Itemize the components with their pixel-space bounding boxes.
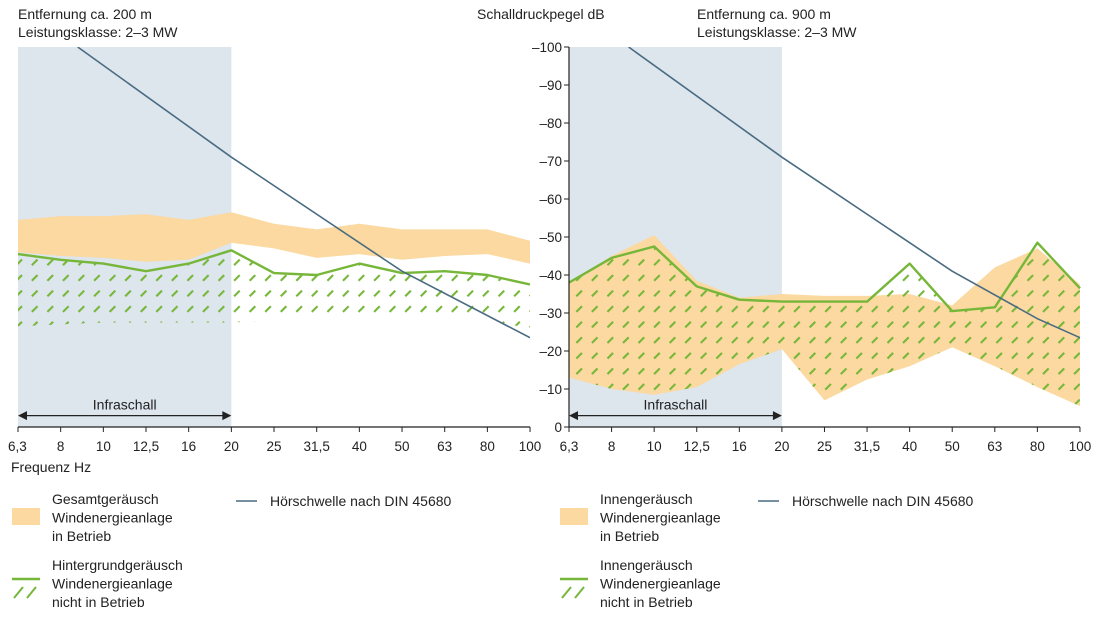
noise-band-area xyxy=(18,212,530,264)
right-distance-label: Entfernung ca. 900 m xyxy=(697,6,831,22)
left-chart-panel: Infraschall 6,3 8 10 12,5 16 20 25 31,5 40 50 63 80 1… xyxy=(8,47,541,454)
legend-text: Windenergieanlage xyxy=(600,510,721,526)
infrasound-arrow-right-head xyxy=(222,411,232,421)
x-tick-label: 16 xyxy=(181,439,196,454)
hearing-threshold-line xyxy=(77,47,530,339)
infrasound-label: Infraschall xyxy=(644,397,708,413)
legend-text: Hörschwelle nach DIN 45680 xyxy=(270,493,452,509)
y-tick-label: –70 xyxy=(539,154,562,169)
legend-swatch-hatch xyxy=(26,586,37,599)
legend-entry-line: Hörschwelle nach DIN 45680 xyxy=(236,493,452,509)
x-tick-label: 63 xyxy=(437,439,452,454)
x-tick-label: 12,5 xyxy=(133,439,159,454)
legend-text: in Betrieb xyxy=(52,528,111,544)
x-tick-label: 80 xyxy=(480,439,495,454)
legend-text: Windenergieanlage xyxy=(52,510,173,526)
x-tick-label: 25 xyxy=(817,439,832,454)
hatched-noise-area xyxy=(18,250,530,329)
right-power-class-label: Leistungsklasse: 2–3 MW xyxy=(697,24,857,40)
y-tick-label: –90 xyxy=(539,78,562,93)
y-tick-label: –30 xyxy=(539,306,562,321)
right-chart-panel: Infraschall 6,3 8 10 12,5 16 20 25 31,5 40 50 63 80 1… xyxy=(560,47,1092,454)
legend-swatch-hatch xyxy=(13,586,24,599)
legend-entry-band: Innengeräusch Windenergieanlage in Betrieb xyxy=(560,491,721,544)
x-tick-label: 31,5 xyxy=(854,439,880,454)
legend-swatch-band xyxy=(12,508,40,525)
x-tick-label: 63 xyxy=(987,439,1002,454)
legend-entry-line: Hörschwelle nach DIN 45680 xyxy=(758,493,974,509)
x-tick-label: 100 xyxy=(1069,439,1092,454)
left-distance-label: Entfernung ca. 200 m xyxy=(18,6,152,22)
infrasound-arrow-left-head xyxy=(569,411,578,421)
left-power-class-label: Leistungsklasse: 2–3 MW xyxy=(18,24,178,40)
infrasound-arrow-left-head xyxy=(18,411,27,421)
x-tick-label: 6,3 xyxy=(560,439,579,454)
y-tick-label: –80 xyxy=(539,116,562,131)
legend-entry-hatched: Hintergrundgeräusch Windenergieanlage nich… xyxy=(12,557,183,610)
x-tick-label: 25 xyxy=(267,439,282,454)
right-legend: Innengeräusch Windenergieanlage in Betrieb… xyxy=(560,491,974,610)
legend-text: Hintergrundgeräusch xyxy=(52,557,183,573)
left-legend: Gesamtgeräusch Windenergieanlage in Betrie… xyxy=(12,491,452,610)
x-tick-label: 50 xyxy=(395,439,410,454)
y-tick-label: –40 xyxy=(539,268,562,283)
plot-area xyxy=(569,47,1081,407)
legend-entry-hatched: Innengeräusch Windenergieanlage nicht in B… xyxy=(560,557,721,610)
x-tick-label: 20 xyxy=(224,439,239,454)
y-axis: 0 –10 –20 –30 –40 –50 –60 –70 –80 –90 –100 xyxy=(532,40,570,435)
y-tick-label: –20 xyxy=(539,344,562,359)
x-tick-label: 40 xyxy=(352,439,367,454)
y-tick-label: –50 xyxy=(539,230,562,245)
legend-swatch-hatch xyxy=(574,586,585,599)
plot-area xyxy=(18,47,530,339)
legend-text: Windenergieanlage xyxy=(600,576,721,592)
x-tick-label: 80 xyxy=(1030,439,1045,454)
legend-text: Innengeräusch xyxy=(600,557,693,573)
x-axis-title: Frequenz Hz xyxy=(11,459,91,475)
x-tick-label: 12,5 xyxy=(684,439,710,454)
legend-text: Innengeräusch xyxy=(600,491,693,507)
x-tick-label: 10 xyxy=(647,439,662,454)
legend-text: in Betrieb xyxy=(600,528,659,544)
y-axis-title: Schalldruckpegel dB xyxy=(477,6,605,22)
x-tick-label: 50 xyxy=(945,439,960,454)
hatched-noise-upper-line xyxy=(18,249,530,286)
y-tick-label: –60 xyxy=(539,192,562,207)
legend-text: Gesamtgeräusch xyxy=(52,491,159,507)
infrasound-label: Infraschall xyxy=(93,397,157,413)
x-tick-label: 6,3 xyxy=(8,439,27,454)
legend-swatch-hatch xyxy=(561,586,572,599)
legend-swatch-band xyxy=(560,508,588,525)
y-tick-label: –100 xyxy=(532,40,562,55)
x-tick-label: 16 xyxy=(732,439,747,454)
x-tick-label: 8 xyxy=(57,439,65,454)
hatched-noise-area xyxy=(569,242,1080,407)
y-tick-label: –10 xyxy=(539,382,562,397)
legend-text: Windenergieanlage xyxy=(52,576,173,592)
x-tick-label: 8 xyxy=(608,439,616,454)
x-tick-label: 20 xyxy=(774,439,789,454)
x-tick-label: 10 xyxy=(96,439,111,454)
legend-text: nicht in Betrieb xyxy=(600,594,693,610)
x-tick-label: 31,5 xyxy=(304,439,330,454)
y-tick-label: 0 xyxy=(554,420,562,435)
legend-entry-band: Gesamtgeräusch Windenergieanlage in Betrie… xyxy=(12,491,173,544)
x-tick-label: 100 xyxy=(519,439,542,454)
hearing-threshold-line xyxy=(628,47,1081,339)
legend-text: nicht in Betrieb xyxy=(52,594,145,610)
infrasound-arrow-right-head xyxy=(772,411,782,421)
x-tick-label: 40 xyxy=(902,439,917,454)
legend-text: Hörschwelle nach DIN 45680 xyxy=(792,493,974,509)
hatched-noise-upper-line xyxy=(569,241,1081,313)
